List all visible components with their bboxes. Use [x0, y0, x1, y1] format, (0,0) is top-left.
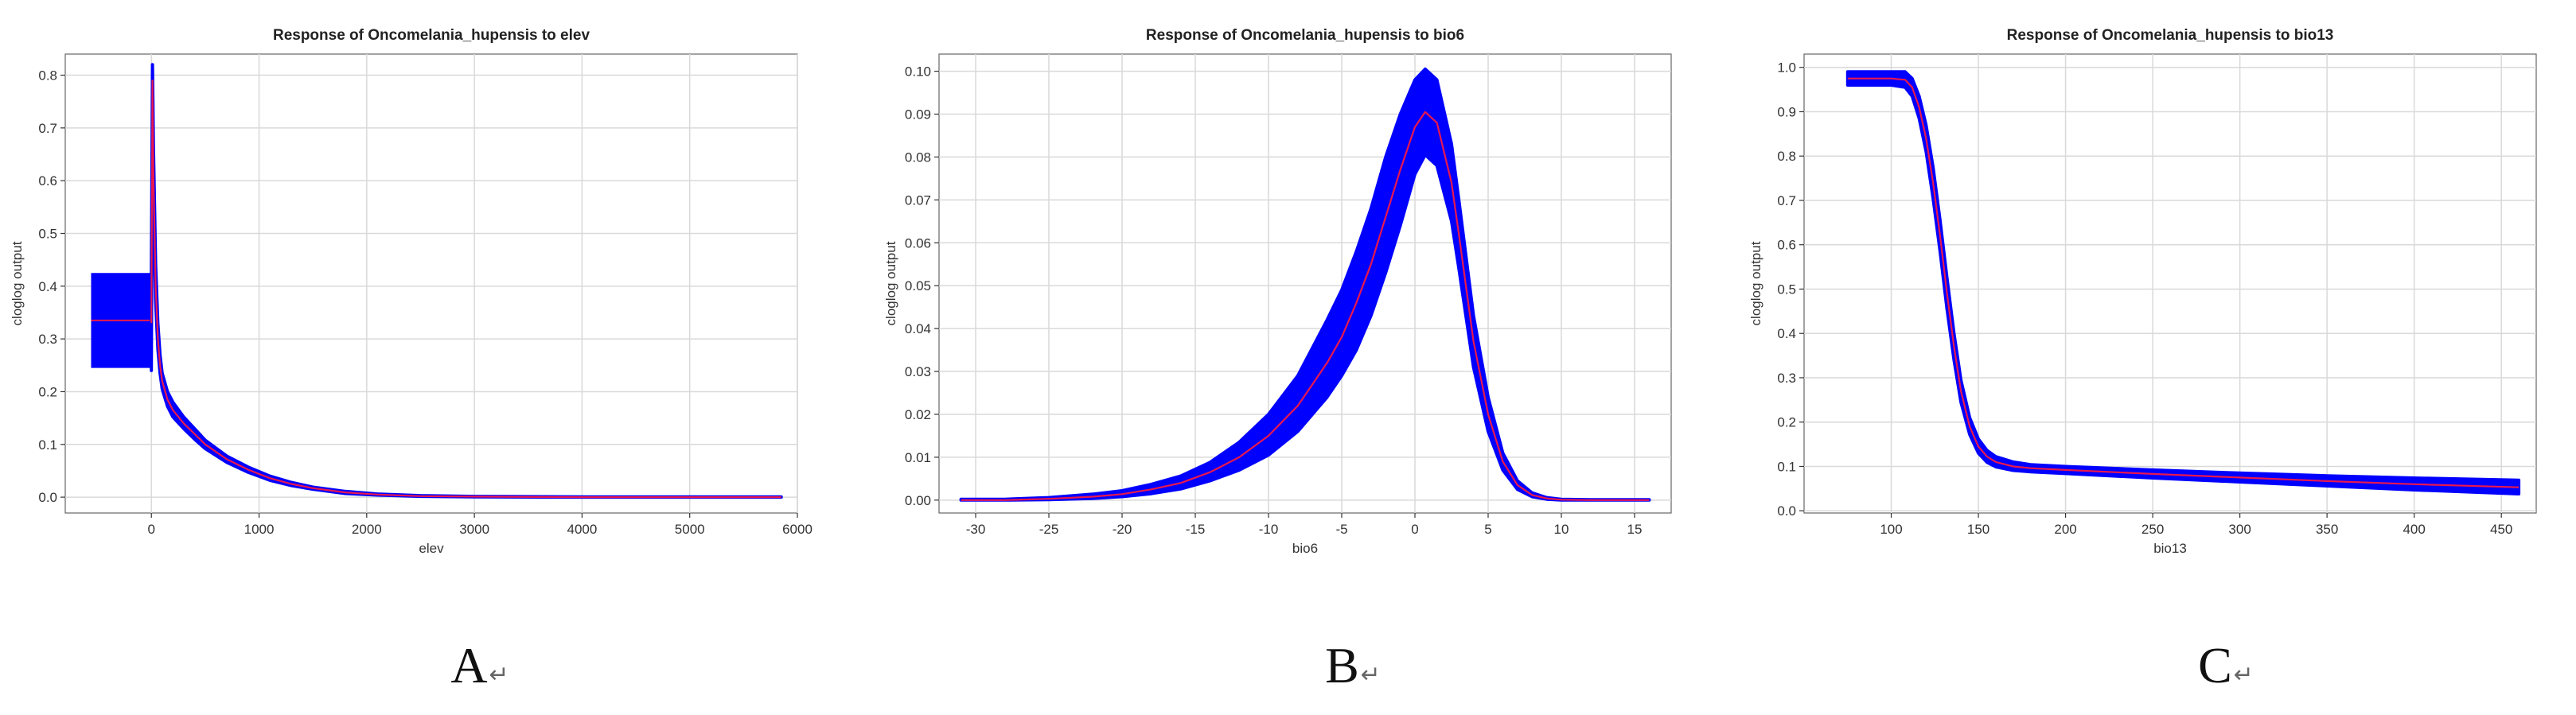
panel-letter-text: A: [450, 637, 488, 694]
y-tick-label: 0.07: [905, 192, 931, 208]
x-tick-label: -10: [1259, 522, 1279, 537]
y-tick-label: 0.03: [905, 364, 931, 379]
y-tick-label: 0.1: [38, 437, 57, 453]
x-tick-label: -25: [1039, 522, 1059, 537]
chart-panel-bio6: -30 -25 -20 -15 -10 -5 0 5 10 15 0.00 0.01 0.02 0.03 0…: [883, 27, 1672, 556]
x-tick-label: 300: [2228, 522, 2251, 537]
y-tick-label: 0.10: [905, 64, 931, 80]
x-tick-label: 1000: [244, 522, 275, 537]
return-glyph: ↵: [1360, 661, 1381, 689]
x-tick-label: 5000: [675, 522, 705, 537]
plot-frame: [938, 53, 1672, 514]
x-tick-label: -15: [1186, 522, 1206, 537]
chart-title: Response of Oncomelania_hupensis to bio6: [1146, 27, 1464, 44]
y-tick-label: 0.2: [38, 384, 57, 399]
x-axis-label: bio13: [2153, 541, 2187, 556]
y-tick-label: 0.1: [1777, 459, 1796, 474]
panel-label-b: B↵: [1305, 636, 1401, 695]
plot-frame: [64, 53, 798, 514]
y-tick-label: 0.4: [38, 279, 57, 294]
x-tick-label: 2000: [352, 522, 382, 537]
y-tick-label: 0.8: [38, 68, 57, 84]
y-tick-label: 0.0: [38, 490, 57, 505]
x-tick-label: 450: [2490, 522, 2512, 537]
y-tick-label: 0.06: [905, 235, 931, 251]
y-tick-label: 0.3: [38, 332, 57, 347]
y-axis-label: cloglog output: [10, 241, 25, 325]
y-tick-label: 0.5: [38, 226, 57, 241]
y-tick-label: 0.9: [1777, 104, 1796, 119]
y-tick-label: 0.2: [1777, 415, 1796, 430]
x-tick-label: 400: [2403, 522, 2425, 537]
y-tick-label: 0.7: [1777, 193, 1796, 208]
return-glyph: ↵: [489, 661, 509, 689]
y-axis-label: cloglog output: [1748, 241, 1763, 325]
x-axis-label: elev: [419, 541, 444, 556]
x-tick-label: 0: [148, 522, 155, 537]
x-tick-label: 6000: [782, 522, 813, 537]
x-tick-label: 150: [1967, 522, 1989, 537]
y-tick-label: 0.8: [1777, 149, 1796, 164]
y-tick-label: 0.08: [905, 150, 931, 165]
x-tick-label: 5: [1484, 522, 1491, 537]
panel-label-a: A↵: [432, 636, 528, 695]
x-tick-label: 4000: [567, 522, 597, 537]
mean-response-line: [961, 111, 1650, 501]
mean-response-line: [150, 80, 781, 499]
chart-title: Response of Oncomelania_hupensis to bio1…: [2007, 27, 2334, 44]
plot-frame: [1803, 53, 2537, 514]
y-tick-label: 0.01: [905, 450, 931, 465]
y-tick-label: 0.00: [905, 493, 931, 508]
y-tick-label: 0.5: [1777, 282, 1796, 297]
chart-panel-bio13: 100 150 200 250 300 350 400 450 0.0 0.1 0.2 0.3 0.4 0…: [1748, 27, 2537, 556]
y-axis-label: cloglog output: [883, 241, 898, 325]
x-tick-label: 10: [1554, 522, 1569, 537]
chart-title: Response of Oncomelania_hupensis to elev: [273, 27, 590, 44]
x-tick-label: 200: [2054, 522, 2076, 537]
x-tick-label: 250: [2141, 522, 2164, 537]
panel-letter-text: C: [2198, 637, 2232, 694]
x-tick-label: -30: [966, 522, 986, 537]
panel-label-c: C↵: [2178, 636, 2274, 695]
y-tick-label: 0.6: [38, 173, 57, 188]
y-tick-label: 0.02: [905, 407, 931, 422]
y-tick-label: 0.6: [1777, 238, 1796, 253]
panel-letter-text: B: [1325, 637, 1359, 694]
y-tick-label: 0.4: [1777, 326, 1796, 341]
x-tick-label: 15: [1627, 522, 1643, 537]
x-tick-label: 0: [1411, 522, 1418, 537]
chart-panel-elev: 0 1000 2000 3000 4000 5000 6000 0.0 0.1 0.2 0.3 0.4…: [10, 27, 813, 556]
y-tick-label: 0.0: [1777, 503, 1796, 519]
x-axis-label: bio6: [1292, 541, 1318, 556]
y-tick-label: 0.7: [38, 121, 57, 136]
x-tick-label: 3000: [459, 522, 489, 537]
x-tick-label: 350: [2316, 522, 2338, 537]
x-tick-label: 100: [1880, 522, 1902, 537]
y-tick-label: 0.3: [1777, 371, 1796, 386]
x-tick-label: -20: [1113, 522, 1132, 537]
y-tick-label: 1.0: [1777, 60, 1796, 76]
x-tick-label: -5: [1335, 522, 1347, 537]
y-tick-label: 0.09: [905, 107, 931, 122]
return-glyph: ↵: [2233, 661, 2254, 689]
y-tick-label: 0.05: [905, 278, 931, 293]
mean-response-line: [1847, 77, 2519, 488]
confidence-band: [1845, 70, 2521, 495]
y-tick-label: 0.04: [905, 321, 931, 336]
